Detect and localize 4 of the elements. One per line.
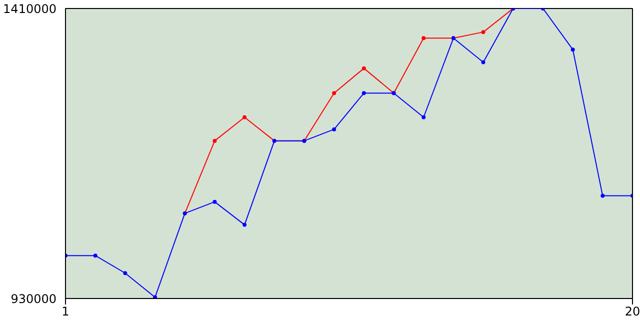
- x-tick-label: 1: [62, 304, 70, 318]
- x-tick-label: 20: [624, 304, 640, 318]
- y-tick-label: 930000: [10, 292, 57, 306]
- y-tick-label: 1410000: [3, 2, 57, 16]
